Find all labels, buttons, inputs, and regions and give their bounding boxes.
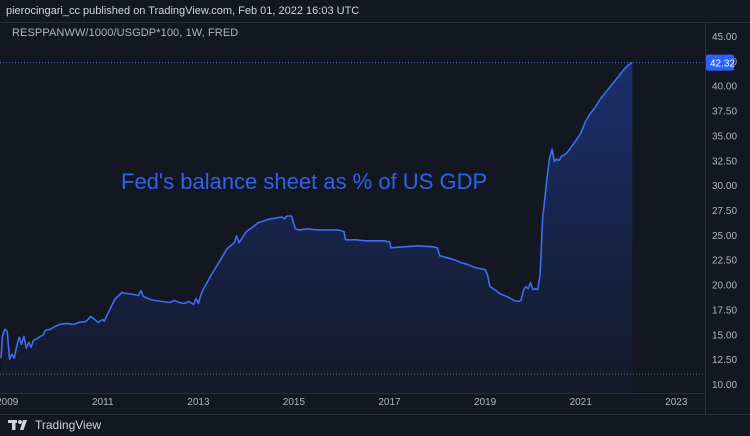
y-tick-label: 45.00 [712, 32, 737, 43]
y-tick-label: 32.50 [712, 156, 737, 167]
x-tick-label: 2011 [92, 397, 114, 408]
area-fill [1, 62, 633, 393]
x-tick-label: 2019 [474, 397, 497, 408]
y-tick-label: 25.00 [712, 231, 737, 242]
chart-svg[interactable]: 45.0042.5040.0037.5035.0032.5030.0027.50… [0, 23, 750, 415]
x-tick-label: 2023 [665, 397, 688, 408]
x-tick-label: 2021 [570, 397, 593, 408]
footer-bar: TradingView [0, 414, 750, 436]
chart-annotation: Fed's balance sheet as % of US GDP [121, 169, 487, 194]
last-value-tag-bg [706, 54, 734, 71]
price-axis[interactable]: 45.0042.5040.0037.5035.0032.5030.0027.50… [712, 32, 737, 391]
last-value-tag: 42.32 [706, 54, 735, 71]
y-tick-label: 22.50 [712, 256, 737, 267]
y-tick-label: 17.50 [712, 306, 737, 317]
tradingview-logo-icon [8, 419, 30, 431]
brand[interactable]: TradingView [8, 418, 101, 432]
last-value-label: 42.32 [710, 59, 735, 70]
x-tick-label: 2017 [378, 397, 401, 408]
y-tick-label: 27.50 [712, 206, 737, 217]
brand-name: TradingView [35, 418, 102, 432]
y-tick-label: 35.00 [712, 131, 737, 142]
x-tick-label: 2013 [187, 397, 210, 408]
y-tick-label: 20.00 [712, 281, 737, 292]
y-tick-label: 37.50 [712, 107, 737, 118]
x-tick-label: 2009 [0, 397, 19, 408]
series-line [0, 61, 633, 360]
publisher-text: pierocingari_cc published on TradingView… [6, 5, 360, 17]
time-axis[interactable]: 2009 2011 2013 2015 2017 2019 2021 2023 [0, 397, 688, 408]
y-tick-label: 40.00 [712, 82, 737, 93]
y-tick-label: 10.00 [712, 380, 737, 391]
y-tick-label: 15.00 [712, 330, 737, 341]
symbol-label: RESPPANWW/1000/USGDP*100, 1W, FRED [12, 27, 239, 39]
publisher-header: pierocingari_cc published on TradingView… [0, 0, 750, 22]
y-tick-label: 12.50 [712, 355, 737, 366]
y-tick-label: 30.00 [712, 181, 737, 192]
x-tick-label: 2015 [283, 397, 306, 408]
chart-panel[interactable]: 45.0042.5040.0037.5035.0032.5030.0027.50… [0, 22, 750, 415]
